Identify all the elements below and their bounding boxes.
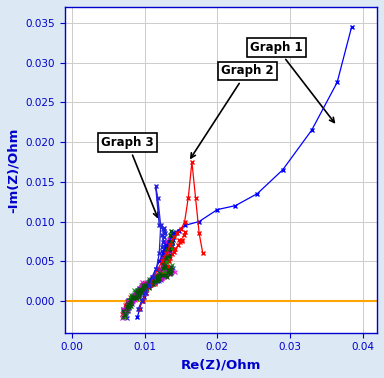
Text: Graph 1: Graph 1 [250, 41, 334, 122]
Y-axis label: -Im(Z)/Ohm: -Im(Z)/Ohm [7, 127, 20, 212]
X-axis label: Re(Z)/Ohm: Re(Z)/Ohm [181, 358, 261, 371]
Text: Graph 3: Graph 3 [101, 136, 158, 217]
Text: Graph 2: Graph 2 [191, 65, 273, 158]
